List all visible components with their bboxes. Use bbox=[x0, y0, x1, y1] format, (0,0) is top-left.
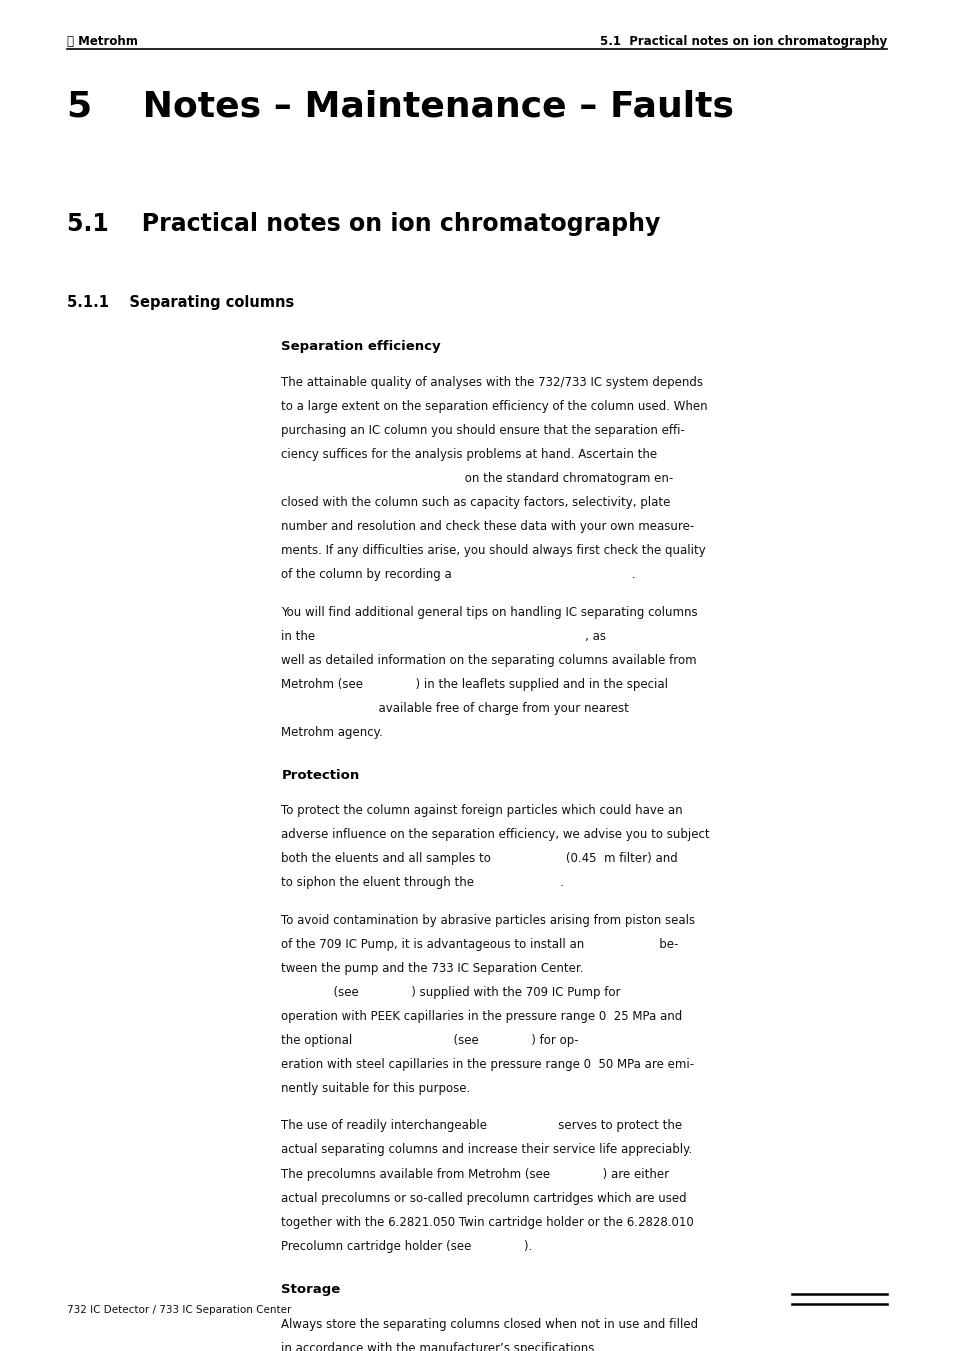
Text: available free of charge from your nearest: available free of charge from your neare… bbox=[281, 701, 629, 715]
Text: operation with PEEK capillaries in the pressure range 0  25 MPa and: operation with PEEK capillaries in the p… bbox=[281, 1009, 682, 1023]
Text: The precolumns available from Metrohm (see              ) are either: The precolumns available from Metrohm (s… bbox=[281, 1167, 669, 1181]
Text: Storage: Storage bbox=[281, 1282, 340, 1296]
Text: To protect the column against foreign particles which could have an: To protect the column against foreign pa… bbox=[281, 804, 682, 817]
Text: actual separating columns and increase their service life appreciably.: actual separating columns and increase t… bbox=[281, 1143, 692, 1156]
Text: in the                                                                        , : in the , bbox=[281, 630, 606, 643]
Text: 5.1  Practical notes on ion chromatography: 5.1 Practical notes on ion chromatograph… bbox=[599, 35, 886, 49]
Text: actual precolumns or so-called precolumn cartridges which are used: actual precolumns or so-called precolumn… bbox=[281, 1192, 686, 1205]
Text: 732 IC Detector / 733 IC Separation Center: 732 IC Detector / 733 IC Separation Cent… bbox=[67, 1305, 291, 1315]
Text: ciency suffices for the analysis problems at hand. Ascertain the: ciency suffices for the analysis problem… bbox=[281, 447, 657, 461]
Text: The use of readily interchangeable                   serves to protect the: The use of readily interchangeable serve… bbox=[281, 1120, 681, 1132]
Text: You will find additional general tips on handling IC separating columns: You will find additional general tips on… bbox=[281, 605, 698, 619]
Text: (see              ) supplied with the 709 IC Pump for: (see ) supplied with the 709 IC Pump for bbox=[281, 986, 620, 998]
Text: of the 709 IC Pump, it is advantageous to install an                    be-: of the 709 IC Pump, it is advantageous t… bbox=[281, 938, 679, 951]
Text: eration with steel capillaries in the pressure range 0  50 MPa are emi-: eration with steel capillaries in the pr… bbox=[281, 1058, 694, 1071]
Text: 5.1    Practical notes on ion chromatography: 5.1 Practical notes on ion chromatograph… bbox=[67, 212, 659, 236]
Text: well as detailed information on the separating columns available from: well as detailed information on the sepa… bbox=[281, 654, 697, 666]
Text: Precolumn cartridge holder (see              ).: Precolumn cartridge holder (see ). bbox=[281, 1240, 532, 1252]
Text: both the eluents and all samples to                    (0.45  m filter) and: both the eluents and all samples to (0.4… bbox=[281, 852, 678, 865]
Text: 5    Notes – Maintenance – Faults: 5 Notes – Maintenance – Faults bbox=[67, 89, 733, 123]
Text: on the standard chromatogram en-: on the standard chromatogram en- bbox=[281, 471, 673, 485]
Text: closed with the column such as capacity factors, selectivity, plate: closed with the column such as capacity … bbox=[281, 496, 670, 509]
Text: purchasing an IC column you should ensure that the separation effi-: purchasing an IC column you should ensur… bbox=[281, 424, 684, 436]
Text: ments. If any difficulties arise, you should always first check the quality: ments. If any difficulties arise, you sh… bbox=[281, 544, 705, 557]
Text: Ⓜ Metrohm: Ⓜ Metrohm bbox=[67, 35, 137, 49]
Text: Protection: Protection bbox=[281, 769, 359, 782]
Text: The attainable quality of analyses with the 732/733 IC system depends: The attainable quality of analyses with … bbox=[281, 376, 702, 389]
Text: tween the pump and the 733 IC Separation Center.: tween the pump and the 733 IC Separation… bbox=[281, 962, 583, 974]
Text: in accordance with the manufacturer’s specifications.: in accordance with the manufacturer’s sp… bbox=[281, 1342, 598, 1351]
Text: of the column by recording a                                                .: of the column by recording a . bbox=[281, 567, 636, 581]
Text: To avoid contamination by abrasive particles arising from piston seals: To avoid contamination by abrasive parti… bbox=[281, 913, 695, 927]
Text: 5.1.1    Separating columns: 5.1.1 Separating columns bbox=[67, 295, 294, 309]
Text: number and resolution and check these data with your own measure-: number and resolution and check these da… bbox=[281, 520, 694, 532]
Text: Metrohm agency.: Metrohm agency. bbox=[281, 725, 383, 739]
Text: Separation efficiency: Separation efficiency bbox=[281, 340, 440, 354]
Text: Metrohm (see              ) in the leaflets supplied and in the special: Metrohm (see ) in the leaflets supplied … bbox=[281, 678, 668, 690]
Text: to siphon the eluent through the                       .: to siphon the eluent through the . bbox=[281, 875, 564, 889]
Text: the optional                           (see              ) for op-: the optional (see ) for op- bbox=[281, 1034, 578, 1047]
Text: together with the 6.2821.050 Twin cartridge holder or the 6.2828.010: together with the 6.2821.050 Twin cartri… bbox=[281, 1216, 694, 1228]
Text: Always store the separating columns closed when not in use and filled: Always store the separating columns clos… bbox=[281, 1317, 698, 1331]
Text: adverse influence on the separation efficiency, we advise you to subject: adverse influence on the separation effi… bbox=[281, 828, 709, 840]
Text: to a large extent on the separation efficiency of the column used. When: to a large extent on the separation effi… bbox=[281, 400, 707, 412]
Text: nently suitable for this purpose.: nently suitable for this purpose. bbox=[281, 1082, 470, 1094]
